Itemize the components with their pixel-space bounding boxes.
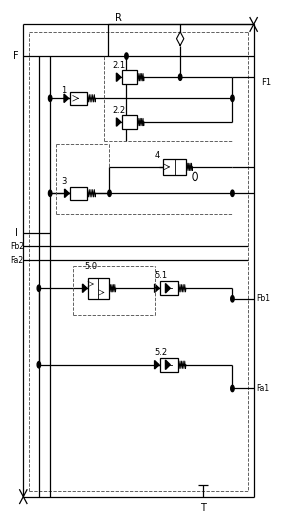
Text: F: F (13, 51, 19, 61)
Text: 3: 3 (61, 177, 67, 186)
Circle shape (37, 362, 41, 368)
Text: I: I (15, 228, 18, 238)
Bar (122, 70, 137, 84)
Circle shape (231, 296, 234, 302)
Polygon shape (154, 361, 159, 369)
Circle shape (108, 190, 111, 196)
Text: 2.1: 2.1 (112, 61, 126, 70)
Text: 5.1: 5.1 (155, 271, 168, 280)
Text: 4: 4 (155, 151, 160, 160)
Polygon shape (64, 189, 69, 197)
Circle shape (231, 190, 234, 196)
Bar (87, 278, 109, 299)
Bar (160, 358, 178, 371)
Polygon shape (154, 284, 159, 293)
Text: Fb1: Fb1 (256, 294, 270, 303)
Text: 5.0: 5.0 (84, 262, 97, 271)
Bar (122, 115, 137, 129)
Bar (160, 281, 178, 295)
Polygon shape (64, 94, 68, 103)
Text: R: R (114, 13, 122, 23)
Polygon shape (166, 360, 170, 369)
Text: Fb2: Fb2 (11, 242, 25, 251)
Circle shape (49, 190, 52, 196)
Text: T: T (200, 503, 206, 513)
Polygon shape (83, 284, 87, 293)
Polygon shape (116, 118, 121, 126)
Bar (164, 159, 185, 175)
Circle shape (125, 53, 128, 59)
Text: Fa2: Fa2 (11, 256, 24, 265)
Text: 1: 1 (61, 86, 67, 95)
Circle shape (49, 95, 52, 102)
Circle shape (37, 285, 41, 291)
Bar (70, 92, 87, 105)
Text: F1: F1 (261, 78, 271, 87)
Text: 2.2: 2.2 (112, 106, 126, 115)
Text: Fa1: Fa1 (256, 384, 270, 393)
Circle shape (231, 95, 234, 102)
Polygon shape (116, 73, 121, 81)
Text: 5.2: 5.2 (155, 348, 168, 357)
Circle shape (178, 74, 182, 80)
Bar (70, 187, 87, 200)
Circle shape (231, 385, 234, 391)
Polygon shape (166, 284, 170, 293)
